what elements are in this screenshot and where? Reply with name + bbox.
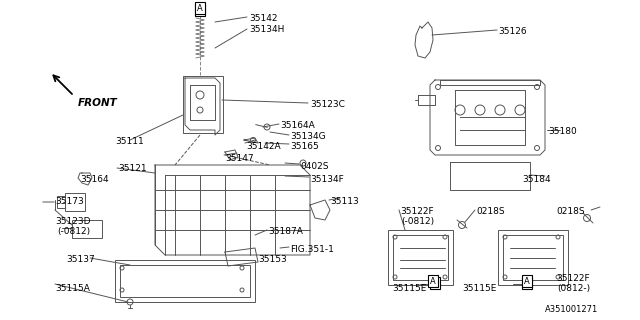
Bar: [503, 235, 563, 280]
Bar: [72, 220, 102, 238]
Text: 35115E: 35115E: [392, 284, 426, 293]
Text: 35142A: 35142A: [246, 142, 280, 151]
Text: (-0812): (-0812): [401, 217, 434, 226]
Text: A: A: [432, 278, 438, 287]
Text: 35121: 35121: [118, 164, 147, 173]
Bar: [498, 230, 568, 285]
Text: (0812-): (0812-): [557, 284, 590, 293]
Text: A: A: [430, 276, 436, 285]
Text: A: A: [524, 276, 530, 285]
Text: 35115A: 35115A: [55, 284, 90, 293]
Text: 35134F: 35134F: [310, 175, 344, 184]
Bar: [393, 235, 448, 280]
Text: 0218S: 0218S: [476, 207, 504, 216]
Text: 35111: 35111: [115, 137, 144, 146]
Text: 35184: 35184: [522, 175, 550, 184]
Bar: [120, 265, 250, 297]
Text: 35142: 35142: [249, 14, 278, 23]
Text: 35180: 35180: [548, 127, 577, 136]
Text: 35113: 35113: [330, 197, 359, 206]
Text: 35122F: 35122F: [556, 274, 589, 283]
Text: 35123C: 35123C: [310, 100, 345, 109]
Bar: [115, 260, 255, 302]
Text: 35147: 35147: [225, 154, 253, 163]
Bar: [183, 76, 223, 133]
Text: FIG.351-1: FIG.351-1: [290, 245, 334, 254]
Text: A351001271: A351001271: [545, 305, 598, 314]
Text: 35165: 35165: [290, 142, 319, 151]
Bar: [388, 230, 453, 285]
Text: 35173: 35173: [55, 197, 84, 206]
Text: A: A: [197, 4, 203, 12]
Text: 35134G: 35134G: [290, 132, 326, 141]
Text: 35115E: 35115E: [462, 284, 497, 293]
Text: A: A: [524, 278, 530, 287]
Text: 35122F: 35122F: [400, 207, 434, 216]
Text: 35137: 35137: [66, 255, 95, 264]
Text: 35164: 35164: [80, 175, 109, 184]
Text: 0402S: 0402S: [300, 162, 328, 171]
Text: 0218S: 0218S: [556, 207, 584, 216]
Text: FRONT: FRONT: [78, 98, 118, 108]
Text: 35134H: 35134H: [249, 25, 284, 34]
Text: A: A: [197, 5, 203, 14]
Text: 35187A: 35187A: [268, 227, 303, 236]
Text: 35126: 35126: [498, 27, 527, 36]
Text: 35164A: 35164A: [280, 121, 315, 130]
Bar: [57, 196, 65, 208]
Text: (-0812): (-0812): [57, 227, 90, 236]
Bar: [65, 193, 85, 211]
Text: 35153: 35153: [258, 255, 287, 264]
Text: 35123D: 35123D: [55, 217, 90, 226]
